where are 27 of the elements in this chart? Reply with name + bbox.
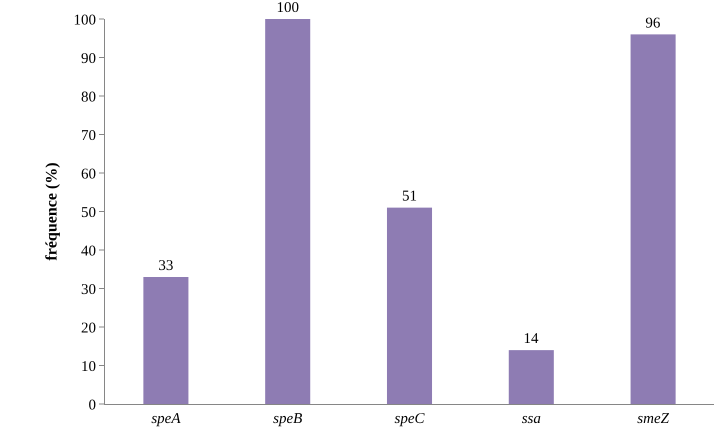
data-label: 33: [158, 258, 174, 274]
y-tick-label: 70: [81, 128, 96, 144]
y-axis-title: fréquence (%): [43, 162, 60, 261]
y-tick-label: 10: [81, 358, 96, 375]
bar: [386, 208, 432, 404]
y-tick-label: 30: [81, 282, 96, 298]
y-tick-label: 40: [81, 243, 96, 260]
x-tick-label: smeZ: [637, 411, 670, 427]
data-label: 100: [276, 0, 299, 16]
y-tick-label: 90: [81, 50, 96, 67]
bar: [630, 34, 676, 404]
x-tick-label: speA: [151, 411, 182, 427]
data-label: 14: [524, 331, 540, 348]
y-tick-label: 60: [81, 166, 96, 182]
bar: [143, 276, 188, 404]
y-tick-label: 100: [74, 12, 96, 28]
y-tick-label: 80: [81, 89, 96, 106]
x-tick-label: ssa: [522, 411, 541, 427]
data-label: 96: [645, 15, 661, 32]
x-tick-label: speC: [394, 411, 426, 427]
bar: [265, 19, 310, 404]
y-tick-label: 20: [81, 320, 96, 336]
x-tick-label: speB: [273, 411, 302, 427]
data-label: 51: [402, 188, 417, 205]
bar: [508, 350, 554, 404]
y-tick-label: 50: [81, 204, 96, 221]
y-tick-label: 0: [88, 397, 96, 414]
